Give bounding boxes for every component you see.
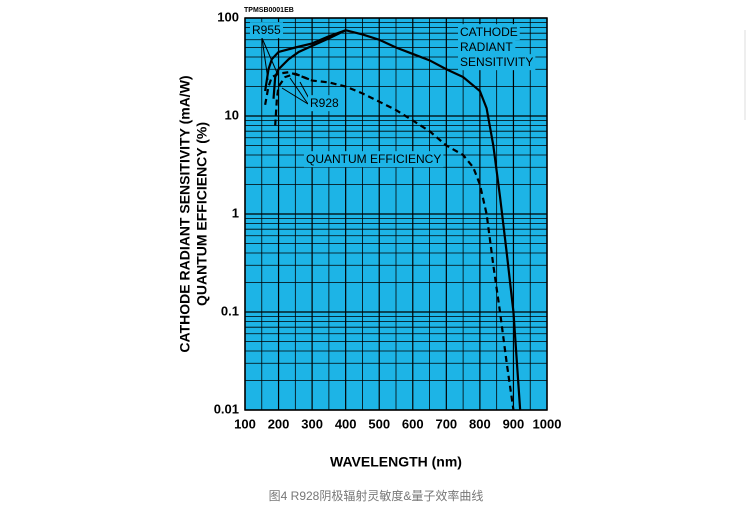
- y-tick-label: 1: [232, 205, 239, 220]
- x-axis-label: WAVELENGTH (nm): [330, 454, 462, 470]
- code-label: TPMSB0001EB: [244, 7, 294, 14]
- annotation: RADIANT: [460, 40, 513, 54]
- annotation-bg: [458, 39, 516, 56]
- arrow-line: [289, 77, 309, 105]
- annotation: R928: [310, 96, 339, 110]
- annotation: SENSITIVITY: [460, 55, 533, 69]
- y-axis-label: QUANTUM EFFICIENCY (%): [194, 122, 210, 306]
- y-tick-label: 0.01: [214, 401, 239, 416]
- arrow-line: [261, 37, 279, 76]
- x-tick-label: 300: [301, 416, 323, 431]
- y-axis-label: CATHODE RADIANT SENSITIVITY (mA/W): [177, 75, 193, 352]
- caption: 图4 R928阴极辐射灵敏度&量子效率曲线: [269, 488, 484, 503]
- annotation-bg: [304, 151, 444, 168]
- annotation-bg: [250, 22, 284, 39]
- data-line: [274, 72, 313, 126]
- data-line: [264, 71, 515, 411]
- annotation: CATHODE: [460, 25, 518, 39]
- x-tick-label: 700: [435, 416, 457, 431]
- plot-frame: [244, 17, 548, 411]
- x-tick-label: 500: [368, 416, 390, 431]
- x-tick-label: 400: [335, 416, 357, 431]
- annotation: R955: [252, 23, 281, 37]
- x-tick-label: 600: [402, 416, 424, 431]
- arrow-line: [281, 87, 309, 105]
- y-tick-label: 10: [225, 107, 239, 122]
- x-tick-label: 200: [268, 416, 290, 431]
- data-line: [264, 29, 522, 411]
- annotation: QUANTUM EFFICIENCY: [306, 152, 441, 166]
- x-tick-label: 900: [503, 416, 525, 431]
- annotation-bg: [458, 24, 520, 41]
- x-tick-label: 1000: [533, 416, 562, 431]
- arrow-line: [261, 37, 269, 81]
- annotation-bg: [308, 95, 342, 112]
- y-tick-label: 100: [217, 9, 239, 24]
- y-tick-label: 0.1: [221, 303, 239, 318]
- annotation-bg: [458, 54, 536, 71]
- x-tick-label: 100: [234, 416, 256, 431]
- x-tick-label: 800: [469, 416, 491, 431]
